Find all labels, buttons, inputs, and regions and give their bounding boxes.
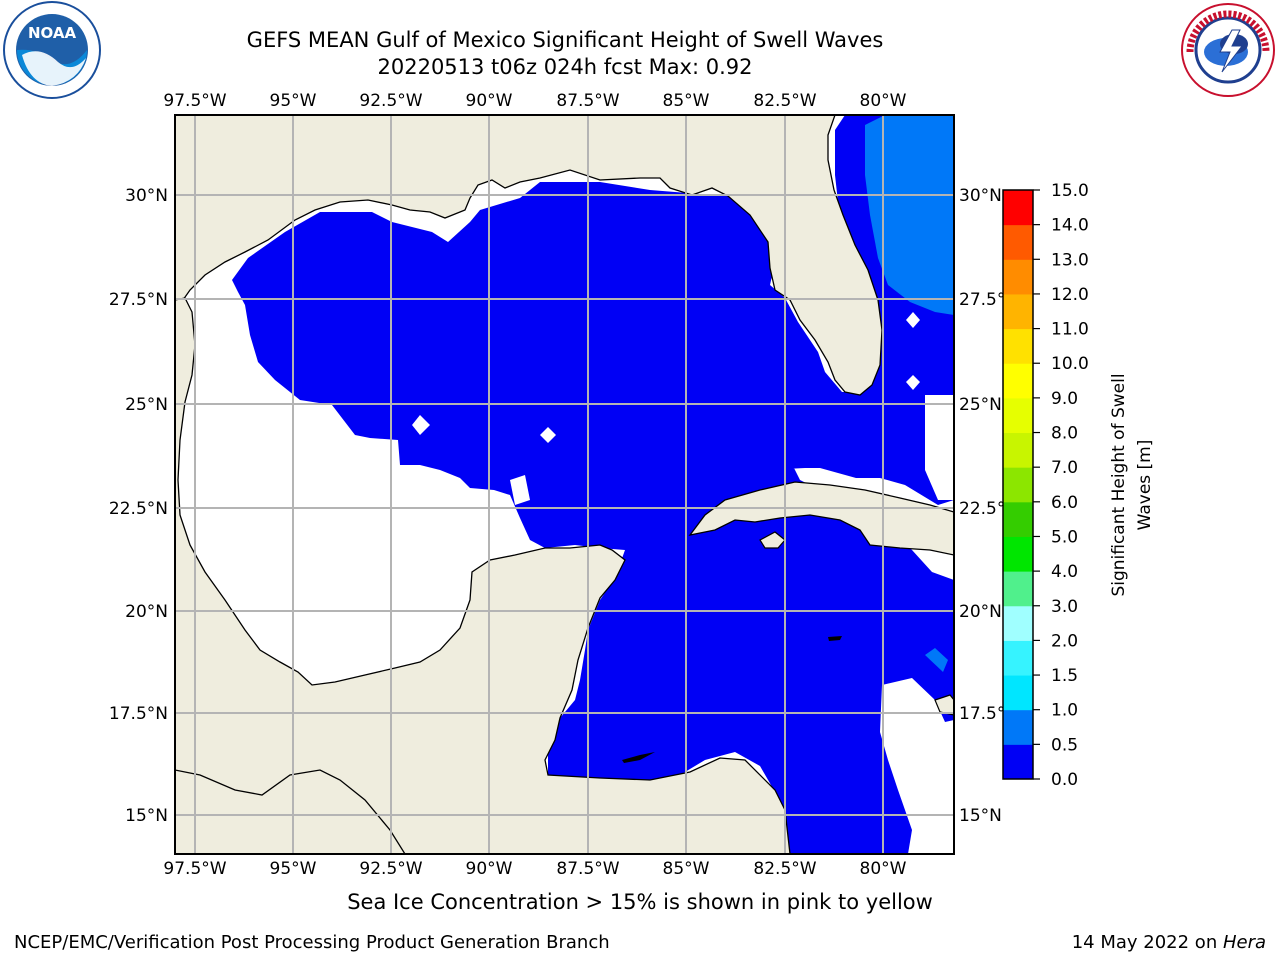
lon-label: 82.5°W [753, 91, 816, 111]
undefined-patch [412, 415, 430, 435]
lat-label: 25°N [125, 395, 168, 415]
sea-ice-note: Sea Ice Concentration > 15% is shown in … [347, 890, 933, 914]
undefined-patch [540, 427, 556, 443]
swell-field-mid [925, 648, 948, 672]
colorbar-label: Significant Height of Swell [1109, 373, 1129, 596]
colorbar-tick-label: 15.0 [1051, 181, 1089, 201]
footer-date: 14 May 2022 on Hera [1072, 932, 1266, 953]
colorbar-swatch [1003, 605, 1033, 641]
colorbar-swatch [1003, 536, 1033, 572]
lon-label: 90°W [466, 859, 513, 879]
lon-label: 80°W [860, 91, 907, 111]
colorbar-swatch [1003, 190, 1033, 226]
colorbar-swatch [1003, 224, 1033, 260]
lon-label: 87.5°W [556, 859, 619, 879]
gridlines [175, 115, 954, 854]
colorbar-swatch [1003, 293, 1033, 330]
lon-label: 85°W [663, 91, 710, 111]
colorbar-tick-label: 10.0 [1051, 354, 1089, 374]
map-frame [174, 114, 955, 855]
colorbar: 0.0 0.5 1.0 1.5 2.0 3.0 4.0 5.0 6.0 7.0 8.0 9.0 10.0… [1002, 181, 1089, 790]
colorbar-tick-label: 0.5 [1051, 735, 1078, 755]
footer-date-text: 14 May 2022 on [1071, 932, 1223, 953]
colorbar-tick-label: 2.0 [1051, 631, 1078, 651]
colorbar-swatch [1003, 571, 1033, 607]
undefined-patch [925, 395, 954, 500]
lon-labels-top: 97.5°W 95°W 92.5°W 90°W 87.5°W 85°W 82.5… [163, 91, 906, 111]
lat-label: 22.5°N [109, 499, 168, 519]
colorbar-label-units: Waves [m] [1135, 440, 1155, 531]
lat-label: 20°N [959, 602, 1002, 622]
footer-machine: Hera [1222, 932, 1266, 953]
colorbar-tick-label: 12.0 [1051, 285, 1089, 305]
lon-label: 85°W [663, 859, 710, 879]
colorbar-frame [1002, 189, 1034, 780]
lon-label: 90°W [466, 91, 513, 111]
colorbar-swatch [1003, 675, 1033, 711]
lat-label: 25°N [959, 395, 1002, 415]
lat-label: 15°N [125, 806, 168, 826]
lon-labels-bottom: 97.5°W 95°W 92.5°W 90°W 87.5°W 85°W 82.5… [163, 859, 906, 879]
lat-label: 17.5°N [109, 704, 168, 724]
colorbar-tick-label: 4.0 [1051, 562, 1078, 582]
lat-label: 20°N [125, 602, 168, 622]
lat-label: 27.5°N [109, 290, 168, 310]
colorbar-swatch [1003, 363, 1033, 399]
lat-labels-left: 30°N 27.5°N 25°N 22.5°N 20°N 17.5°N 15°N [109, 186, 168, 826]
land-jamaica [934, 694, 954, 716]
lon-label: 97.5°W [163, 859, 226, 879]
undefined-patch [510, 475, 530, 505]
colorbar-swatch [1003, 744, 1033, 780]
land-cuba [688, 481, 954, 556]
swell-field-mid [865, 115, 954, 315]
colorbar-swatch [1003, 259, 1033, 295]
noaa-logo-text: NOAA [28, 24, 77, 42]
colorbar-swatch [1003, 709, 1033, 745]
colorbar-tick-label: 3.0 [1051, 597, 1078, 617]
lat-label: 30°N [125, 186, 168, 206]
colorbar-swatch [1003, 328, 1033, 364]
colorbar-tick-label: 1.5 [1051, 666, 1078, 686]
lon-label: 92.5°W [359, 859, 422, 879]
lat-label: 15°N [959, 806, 1002, 826]
map-title: GEFS MEAN Gulf of Mexico Significant Hei… [246, 28, 884, 52]
land-isle-of-youth [759, 531, 786, 549]
lon-label: 92.5°W [359, 91, 422, 111]
colorbar-tick-label: 1.0 [1051, 701, 1078, 721]
colorbar-swatch [1003, 501, 1033, 537]
lon-label: 87.5°W [556, 91, 619, 111]
colorbar-tick-label: 9.0 [1051, 389, 1078, 409]
colorbar-tick-label: 13.0 [1051, 250, 1089, 270]
colorbar-swatch [1003, 640, 1033, 676]
colorbar-swatch [1003, 432, 1033, 468]
colorbar-swatch [1003, 397, 1033, 434]
map-subtitle: 20220513 t06z 024h fcst Max: 0.92 [377, 55, 753, 79]
lat-label: 30°N [959, 186, 1002, 206]
land-bay-islands [622, 752, 655, 763]
footer-credit: NCEP/EMC/Verification Post Processing Pr… [14, 932, 610, 953]
undefined-patch [906, 312, 920, 328]
lon-label: 95°W [270, 859, 317, 879]
colorbar-tick-label: 14.0 [1051, 216, 1089, 236]
undefined-patch [906, 375, 920, 390]
colorbar-tick-label: 0.0 [1051, 770, 1078, 790]
nws-logo [1181, 3, 1275, 97]
colorbar-swatch [1003, 467, 1033, 503]
land-cayman [828, 636, 842, 641]
colorbar-tick-label: 6.0 [1051, 493, 1078, 513]
lon-label: 97.5°W [163, 91, 226, 111]
noaa-logo: NOAA [3, 1, 101, 99]
colorbar-tick-label: 8.0 [1051, 424, 1078, 444]
colorbar-tick-label: 5.0 [1051, 527, 1078, 547]
lon-label: 80°W [860, 859, 907, 879]
lon-label: 95°W [270, 91, 317, 111]
land-north-america [175, 115, 883, 396]
colorbar-tick-label: 11.0 [1051, 320, 1089, 340]
map-plot-area [175, 115, 954, 854]
colorbar-tick-label: 7.0 [1051, 458, 1078, 478]
lon-label: 82.5°W [753, 859, 816, 879]
